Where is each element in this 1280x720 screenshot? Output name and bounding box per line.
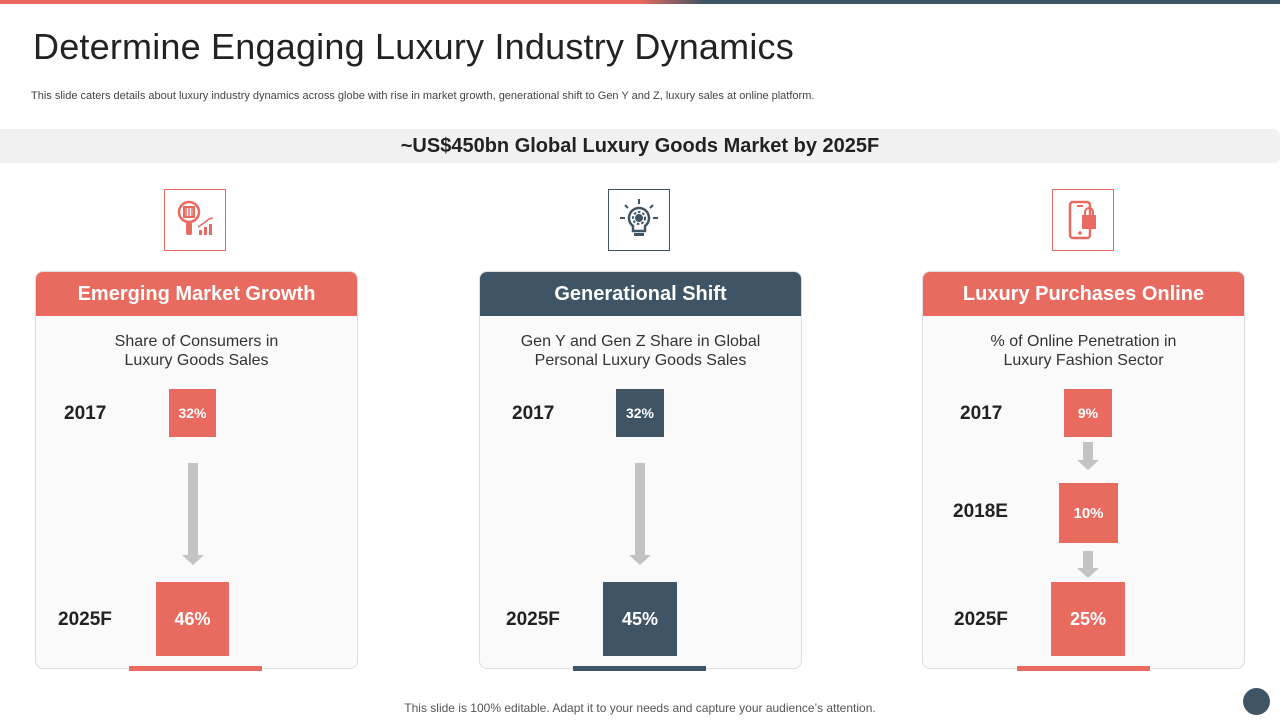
- top-accent-bar: [0, 0, 1280, 4]
- card-description-line: Gen Y and Gen Z Share in Global: [520, 333, 761, 350]
- page-subtitle: This slide caters details about luxury i…: [31, 90, 815, 102]
- card-description: Gen Y and Gen Z Share in Global Personal…: [480, 332, 801, 370]
- year-label: 2025F: [506, 609, 560, 630]
- card-description-line: Luxury Fashion Sector: [1003, 352, 1164, 369]
- down-arrow: [188, 463, 198, 555]
- page-title: Determine Engaging Luxury Industry Dynam…: [33, 26, 794, 67]
- card-description-line: Personal Luxury Goods Sales: [534, 352, 747, 369]
- value-box: 45%: [603, 582, 677, 656]
- card-header: Emerging Market Growth: [36, 272, 357, 316]
- card-underline: [129, 666, 262, 671]
- card-header: Generational Shift: [480, 272, 801, 316]
- year-label: 2025F: [954, 609, 1008, 630]
- lightbulb-gear-icon: [608, 189, 670, 251]
- card-header: Luxury Purchases Online: [923, 272, 1244, 316]
- down-arrow-head: [1077, 568, 1099, 578]
- market-banner: ~US$450bn Global Luxury Goods Market by …: [0, 129, 1280, 163]
- card-description: Share of Consumers in Luxury Goods Sales: [36, 332, 357, 370]
- down-arrow: [1083, 551, 1093, 568]
- card-description: % of Online Penetration in Luxury Fashio…: [923, 332, 1244, 370]
- card-underline: [1017, 666, 1150, 671]
- year-label: 2018E: [953, 501, 1008, 522]
- year-label: 2017: [512, 403, 555, 424]
- card-description-line: Share of Consumers in: [114, 333, 279, 350]
- value-box: 32%: [169, 389, 216, 437]
- card-description-line: % of Online Penetration in: [990, 333, 1177, 350]
- market-search-chart-icon: [164, 189, 226, 251]
- down-arrow: [635, 463, 645, 555]
- down-arrow-head: [629, 555, 651, 565]
- card-description-line: Luxury Goods Sales: [124, 352, 269, 369]
- year-label: 2017: [64, 403, 107, 424]
- corner-dot: [1243, 688, 1270, 715]
- footer-note: This slide is 100% editable. Adapt it to…: [404, 701, 876, 715]
- down-arrow-head: [1077, 460, 1099, 470]
- card-underline: [573, 666, 706, 671]
- value-box: 25%: [1051, 582, 1125, 656]
- mobile-shopping-bag-icon: [1052, 189, 1114, 251]
- value-box: 46%: [156, 582, 229, 656]
- value-box: 9%: [1064, 389, 1112, 437]
- year-label: 2025F: [58, 609, 112, 630]
- down-arrow: [1083, 442, 1093, 460]
- value-box: 10%: [1059, 483, 1118, 543]
- value-box: 32%: [616, 389, 664, 437]
- down-arrow-head: [182, 555, 204, 565]
- year-label: 2017: [960, 403, 1003, 424]
